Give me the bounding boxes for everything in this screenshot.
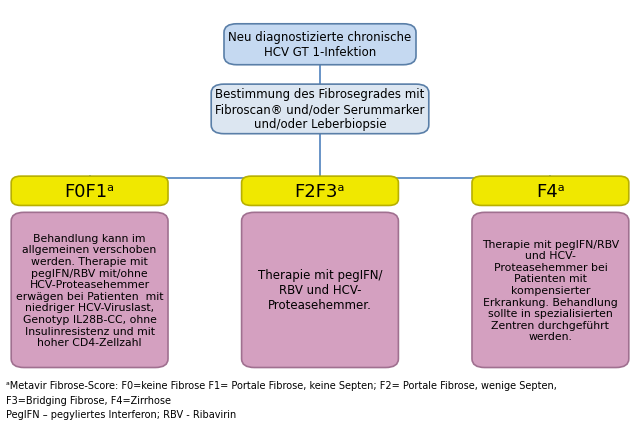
FancyBboxPatch shape	[12, 177, 168, 206]
Text: Therapie mit pegIFN/RBV
und HCV-
Proteasehemmer bei
Patienten mit
kompensierter
: Therapie mit pegIFN/RBV und HCV- Proteas…	[482, 239, 619, 341]
Text: Bestimmung des Fibrosegrades mit
Fibroscan® und/oder Serummarker
und/oder Leberb: Bestimmung des Fibrosegrades mit Fibrosc…	[215, 88, 425, 131]
FancyBboxPatch shape	[242, 213, 398, 368]
FancyBboxPatch shape	[472, 213, 629, 368]
FancyBboxPatch shape	[211, 85, 429, 134]
Text: PegIFN – pegyliertes Interferon; RBV - Ribavirin: PegIFN – pegyliertes Interferon; RBV - R…	[6, 409, 237, 419]
Text: F3=Bridging Fibrose, F4=Zirrhose: F3=Bridging Fibrose, F4=Zirrhose	[6, 395, 172, 405]
Text: F2F3ᵃ: F2F3ᵃ	[295, 182, 345, 200]
FancyBboxPatch shape	[242, 177, 398, 206]
FancyBboxPatch shape	[224, 25, 416, 65]
Text: ᵃMetavir Fibrose-Score: F0=keine Fibrose F1= Portale Fibrose, keine Septen; F2= : ᵃMetavir Fibrose-Score: F0=keine Fibrose…	[6, 381, 557, 390]
FancyBboxPatch shape	[12, 213, 168, 368]
Text: Behandlung kann im
allgemeinen verschoben
werden. Therapie mit
pegIFN/RBV mit/oh: Behandlung kann im allgemeinen verschobe…	[16, 233, 163, 347]
Text: F4ᵃ: F4ᵃ	[536, 182, 564, 200]
Text: F0F1ᵃ: F0F1ᵃ	[65, 182, 115, 200]
FancyBboxPatch shape	[472, 177, 629, 206]
Text: Neu diagnostizierte chronische
HCV GT 1-Infektion: Neu diagnostizierte chronische HCV GT 1-…	[228, 31, 412, 59]
Text: Therapie mit pegIFN/
RBV und HCV-
Proteasehemmer.: Therapie mit pegIFN/ RBV und HCV- Protea…	[258, 269, 382, 312]
